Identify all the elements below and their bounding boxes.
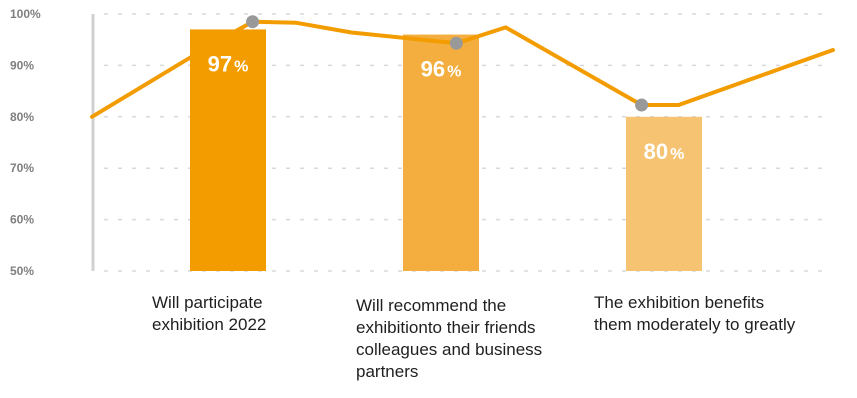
line-marker: [246, 15, 260, 29]
data-label: 80%: [644, 139, 685, 164]
y-tick-label: 70%: [10, 161, 34, 175]
y-tick-label: 50%: [10, 264, 34, 278]
y-tick-label: 90%: [10, 58, 34, 72]
x-category-label: The exhibition benefits them moderately …: [594, 293, 796, 334]
overlay-line: [90, 19, 835, 119]
x-category-label: Will recommend the exhibitionto their fr…: [356, 296, 543, 381]
y-tick-label: 80%: [10, 110, 34, 124]
bar: [403, 34, 479, 272]
data-label: 96%: [421, 57, 462, 82]
line-marker: [635, 98, 649, 112]
bar: [190, 29, 266, 272]
x-category-label: Will participate exhibition 2022: [152, 293, 267, 334]
bar: [626, 116, 702, 271]
y-tick-label: 60%: [10, 213, 34, 227]
line-marker: [449, 36, 463, 50]
data-label: 97%: [208, 51, 249, 76]
y-tick-label: 100%: [10, 7, 41, 21]
